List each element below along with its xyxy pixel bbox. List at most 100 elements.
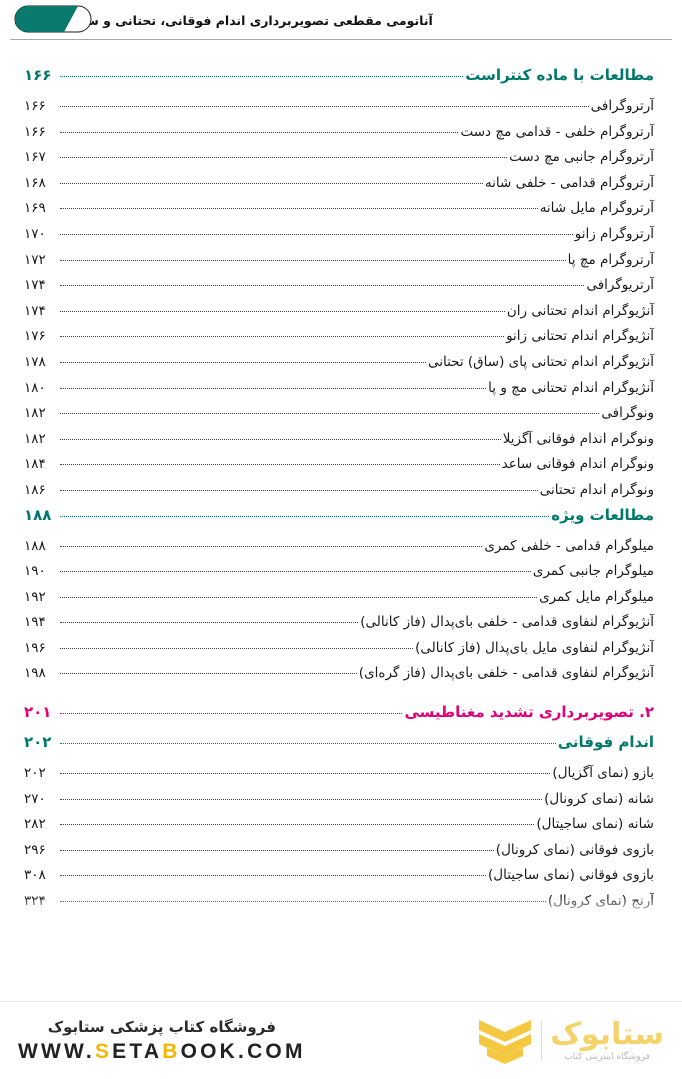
toc-entry-row[interactable]: آرتروگرام مچ پا ۱۷۲ [24, 248, 654, 274]
toc-entry-label: بازوی فوقانی (نمای ساجیتال) [488, 867, 654, 884]
toc-entry-label: میلوگرام قدامی - خلفی کمری [484, 537, 654, 554]
toc-entry-row[interactable]: ونوگرافی ۱۸۲ [24, 401, 654, 427]
toc-entry-page-number: ۱۶۷ [24, 149, 46, 166]
toc-entry-page-number: ۱۷۲ [24, 251, 46, 268]
toc-entry-row[interactable]: آرتروگرام مایل شانه ۱۶۹ [24, 196, 654, 222]
toc-entry-label: مطالعات ویژه [551, 505, 654, 524]
toc-leader-dots [60, 761, 551, 777]
toc-entry-page-number: ۱۹۰ [24, 563, 46, 580]
footer-tagline: فروشگاه کتاب پزشکی ستابوک [47, 1017, 276, 1036]
toc-entry-label: میلوگرام مایل کمری [539, 588, 654, 605]
toc-entry-label: شانه (نمای ساجیتال) [536, 816, 654, 833]
toc-entry-row[interactable]: آرتریوگرافی ۱۷۴ [24, 273, 654, 299]
logo-subtitle: فروشگاه اینترنتی کتاب [564, 1051, 650, 1062]
toc-leader-dots [60, 222, 573, 238]
toc-entry-row[interactable]: بازوی فوقانی (نمای ساجیتال) ۳۰۸ [24, 863, 654, 889]
toc-entry-row[interactable]: ونوگرام اندام فوقانی آگزیلا ۱۸۲ [24, 427, 654, 453]
toc-leader-dots [60, 401, 600, 417]
toc-entry-row[interactable]: آرتروگرام جانبی مچ دست ۱۶۷ [24, 145, 654, 171]
toc-entry-row[interactable]: آنژیوگرام لنفاوی مایل بای‌پدال (فاز کانا… [24, 636, 654, 662]
toc-leader-dots [60, 299, 505, 315]
toc-entry-page-number: ۱۸۸ [24, 505, 52, 524]
toc-section-row[interactable]: مطالعات با ماده کنتراست ۱۶۶ [24, 64, 654, 94]
toc-entry-row[interactable]: بازوی فوقانی (نمای کرونال) ۲۹۶ [24, 838, 654, 864]
toc-entry-page-number: ۱۷۴ [24, 302, 46, 319]
toc-entry-label: بازوی فوقانی (نمای کرونال) [495, 841, 654, 858]
toc-leader-dots [60, 452, 500, 468]
toc-leader-dots [60, 273, 585, 289]
toc-section-row[interactable]: اندام فوقانی ۲۰۲ [24, 731, 654, 761]
toc-section-row[interactable]: ۲. تصویربرداری تشدید مغناطیسی ۲۰۱ [24, 701, 654, 731]
url-highlight-b: B [162, 1039, 181, 1063]
toc-section-row[interactable]: مطالعات ویژه ۱۸۸ [24, 504, 654, 534]
url-prefix: WWW. [18, 1039, 95, 1063]
toc-entry-label: آنژیوگرام لنفاوی قدامی - خلفی بای‌پدال (… [358, 665, 654, 682]
toc-leader-dots [60, 701, 403, 717]
toc-entry-page-number: ۲۸۲ [24, 816, 46, 833]
toc-entry-row[interactable]: آرنج (نمای کرونال) ۳۲۴ [24, 889, 654, 915]
toc-entry-label: آنژیوگرام اندام تحتانی پای (ساق) تحتانی [427, 353, 654, 370]
toc-entry-row[interactable]: ونوگرام اندام فوقانی ساعد ۱۸۴ [24, 452, 654, 478]
toc-entry-row[interactable]: آرتروگرام خلفی - قدامی مچ دست ۱۶۶ [24, 120, 654, 146]
url-mid: ETA [112, 1039, 163, 1063]
toc-entry-page-number: ۱۷۸ [24, 353, 46, 370]
toc-entry-row[interactable]: آنژیوگرام لنفاوی قدامی - خلفی بای‌پدال (… [24, 610, 654, 636]
header-divider [10, 39, 672, 40]
toc-leader-dots [60, 787, 543, 803]
chevron-logo-icon [477, 1018, 533, 1064]
toc-entry-row[interactable]: آنژیوگرام اندام تحتانی ران ۱۷۴ [24, 299, 654, 325]
toc-entry-page-number: ۲۰۲ [24, 765, 46, 782]
toc-entry-page-number: ۱۹۲ [24, 588, 46, 605]
toc-entry-label: آرتروگرام مچ پا [567, 251, 654, 268]
toc-leader-dots [60, 120, 459, 136]
toc-entry-page-number: ۲۰۲ [24, 733, 52, 752]
toc-entry-label: ونوگرافی [601, 405, 654, 422]
footer-url[interactable]: WWW.SETABOOK.COM [18, 1040, 306, 1064]
toc-entry-page-number: ۱۶۶ [24, 98, 46, 114]
logo-wordmark-group: ستابوک فروشگاه اینترنتی کتاب [550, 1016, 665, 1062]
toc-entry-row[interactable]: آنژیوگرام اندام تحتانی مچ و پا ۱۸۰ [24, 376, 654, 402]
toc-entry-page-number: ۱۶۶ [24, 66, 52, 84]
toc-entry-label: آنژیوگرام اندام تحتانی زانو [506, 328, 654, 345]
toc-entry-label: آنژیوگرام لنفاوی مایل بای‌پدال (فاز کانا… [415, 639, 654, 656]
setabook-logo[interactable]: ستابوک فروشگاه اینترنتی کتاب [477, 1016, 665, 1064]
toc-leader-dots [60, 376, 487, 392]
toc-entry-row[interactable]: آرتروگرافی ۱۶۶ [24, 94, 654, 120]
toc-entry-row[interactable]: میلوگرام جانبی کمری ۱۹۰ [24, 559, 654, 585]
toc-entry-page-number: ۱۷۰ [24, 225, 46, 242]
toc-entry-label: آرتروگرام خلفی - قدامی مچ دست [460, 123, 654, 140]
toc-entry-row[interactable]: آنژیوگرام اندام تحتانی پای (ساق) تحتانی ۱… [24, 350, 654, 376]
page-title: آناتومی مقطعی تصویربرداری اندام فوقانی، … [14, 12, 433, 28]
toc-leader-dots [60, 559, 531, 575]
toc-leader-dots [60, 889, 546, 905]
toc-entry-row[interactable]: آرتروگرام زانو ۱۷۰ [24, 222, 654, 248]
toc-entry-label: آنژیوگرام اندام تحتانی مچ و پا [488, 379, 654, 396]
toc-entry-page-number: ۱۹۸ [24, 665, 46, 682]
toc-entry-label: آنژیوگرام لنفاوی قدامی - خلفی بای‌پدال (… [360, 614, 654, 631]
toc-entry-row[interactable]: آنژیوگرام لنفاوی قدامی - خلفی بای‌پدال (… [24, 661, 654, 687]
toc-leader-dots [60, 196, 538, 212]
toc-entry-row[interactable]: میلوگرام مایل کمری ۱۹۲ [24, 585, 654, 611]
toc-entry-row[interactable]: آرتروگرام قدامی - خلفی شانه ۱۶۸ [24, 171, 654, 197]
toc-leader-dots [60, 478, 538, 494]
toc-leader-dots [60, 863, 487, 879]
toc-leader-dots [60, 812, 535, 828]
toc-entry-row[interactable]: ونوگرام اندام تحتانی ۱۸۶ [24, 478, 654, 504]
toc-entry-page-number: ۱۸۰ [24, 379, 46, 396]
toc-leader-dots [60, 731, 556, 747]
logo-wordmark-text: ستابوک [550, 1016, 665, 1052]
toc-entry-label: آرتروگرام جانبی مچ دست [509, 149, 654, 166]
toc-list: مطالعات با ماده کنتراست ۱۶۶ آرتروگرافی ۱۶۶ آ… [0, 46, 682, 1001]
toc-entry-row[interactable]: آنژیوگرام اندام تحتانی زانو ۱۷۶ [24, 324, 654, 350]
toc-leader-dots [60, 636, 414, 652]
toc-leader-dots [60, 534, 483, 550]
toc-leader-dots [60, 585, 538, 601]
toc-entry-row[interactable]: شانه (نمای کرونال) ۲۷۰ [24, 787, 654, 813]
toc-entry-row[interactable]: میلوگرام قدامی - خلفی کمری ۱۸۸ [24, 534, 654, 560]
toc-leader-dots [60, 324, 505, 340]
toc-entry-row[interactable]: شانه (نمای ساجیتال) ۲۸۲ [24, 812, 654, 838]
toc-entry-label: ونوگرام اندام تحتانی [539, 481, 654, 498]
toc-entry-label: آرتروگرام مایل شانه [539, 200, 654, 217]
toc-entry-row[interactable]: بازو (نمای آگزیال) ۲۰۲ [24, 761, 654, 787]
